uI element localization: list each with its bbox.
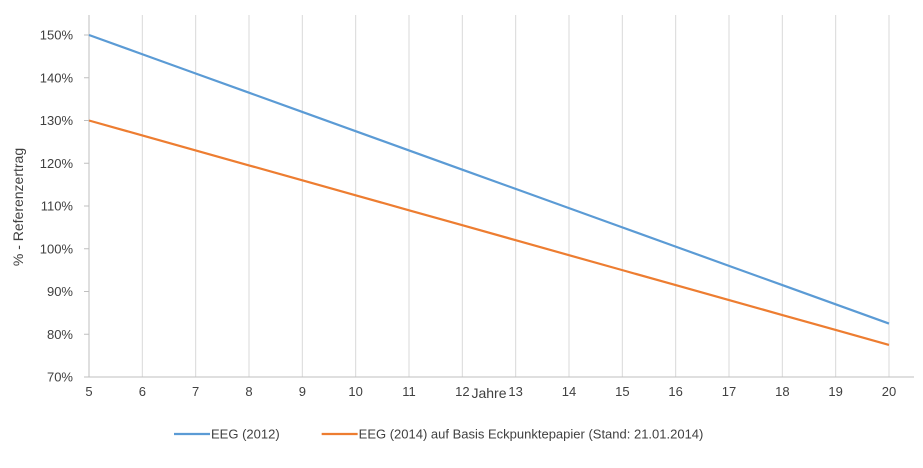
x-tick-label: 10 <box>348 384 362 399</box>
x-axis-label: Jahre <box>471 385 506 401</box>
y-tick-label: 140% <box>40 70 74 85</box>
y-tick-labels: 70% 80% 90% 100% 110% 120% 130% 140% 150% <box>40 28 74 385</box>
x-tick-label: 17 <box>722 384 736 399</box>
x-tick-label: 5 <box>85 384 92 399</box>
x-tick-label: 11 <box>402 384 416 399</box>
x-tick-label: 9 <box>299 384 306 399</box>
y-tick-label: 100% <box>40 241 74 256</box>
y-tick-label: 130% <box>40 113 74 128</box>
y-tick-label: 90% <box>47 284 73 299</box>
x-tick-labels: 5 6 7 8 9 10 11 12 13 14 15 16 17 18 19 20 <box>85 384 896 399</box>
x-tick-label: 6 <box>139 384 146 399</box>
x-tick-label: 19 <box>828 384 842 399</box>
y-axis-label: % - Referenzertrag <box>10 148 26 266</box>
series-line <box>88 119 890 346</box>
legend-label: EEG (2012) <box>211 427 280 442</box>
x-tick-label: 7 <box>192 384 199 399</box>
y-tick-label: 110% <box>41 199 74 214</box>
y-tick-label: 120% <box>40 156 74 171</box>
x-tick-label: 16 <box>668 384 682 399</box>
x-tick-label: 8 <box>245 384 252 399</box>
axes <box>84 15 914 378</box>
x-tick-label: 14 <box>562 384 576 399</box>
legend-label: EEG (2014) auf Basis Eckpunktepapier (St… <box>359 427 704 442</box>
y-tick-label: 80% <box>47 327 73 342</box>
x-tick-label: 12 <box>455 384 469 399</box>
y-tick-label: 150% <box>40 28 74 43</box>
y-tick-label: 70% <box>47 370 73 385</box>
x-tick-label: 13 <box>508 384 522 399</box>
series-line <box>88 33 890 325</box>
x-tick-label: 15 <box>615 384 629 399</box>
series-lines <box>88 33 890 346</box>
x-tick-label: 18 <box>775 384 789 399</box>
grid-lines <box>141 15 890 377</box>
x-tick-label: 20 <box>882 384 896 399</box>
legend: EEG (2012) EEG (2014) auf Basis Eckpunkte… <box>174 427 703 442</box>
